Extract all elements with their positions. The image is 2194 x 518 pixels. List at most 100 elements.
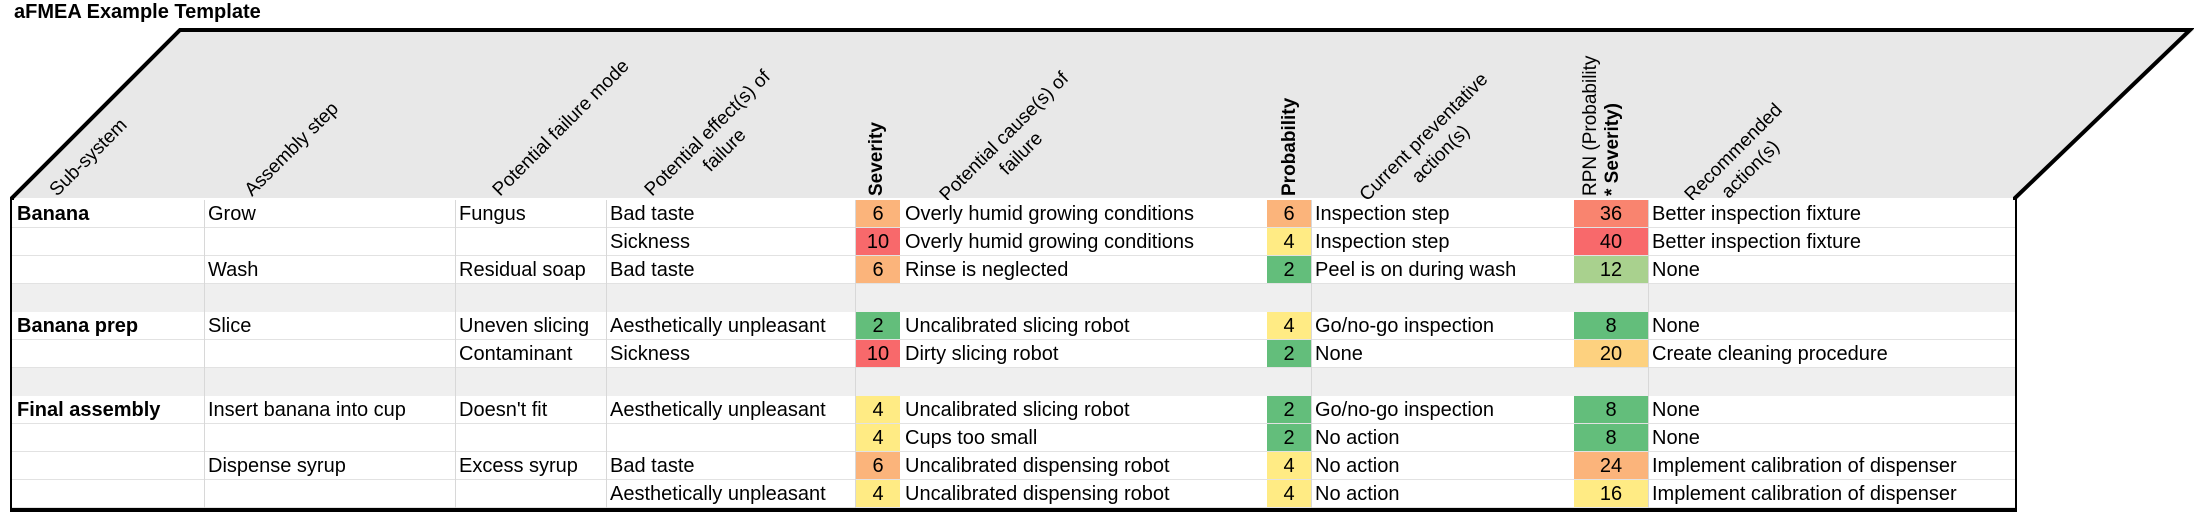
cell-assembly-step: Insert banana into cup (208, 399, 406, 421)
cell-failure-mode: Fungus (459, 203, 526, 225)
table-row (12, 480, 2015, 508)
page-title: aFMEA Example Template (14, 1, 261, 23)
cell-effect: Aesthetically unpleasant (610, 483, 826, 505)
cell-preventative: Inspection step (1315, 203, 1450, 225)
cell-recommended: None (1652, 259, 1700, 281)
cell-preventative: No action (1315, 483, 1400, 505)
cell-assembly-step: Grow (208, 203, 256, 225)
cell-assembly-step: Wash (208, 259, 259, 281)
column-divider (606, 200, 607, 508)
cell-cause: Overly humid growing conditions (905, 203, 1195, 225)
cell-failure-mode: Excess syrup (459, 455, 578, 477)
row-divider (12, 507, 2015, 508)
cell-sub-system (14, 340, 204, 368)
cell-severity: 10 (856, 340, 900, 368)
cell-cause: Overly humid growing conditions (905, 231, 1195, 253)
cell-recommended: None (1652, 399, 1700, 421)
row-divider (12, 227, 2015, 228)
cell-cause: Uncalibrated slicing robot (905, 399, 1130, 421)
cell-probability: 4 (1267, 228, 1311, 256)
cell-cause: Uncalibrated dispensing robot (905, 483, 1170, 505)
cell-cause: Uncalibrated dispensing robot (905, 455, 1170, 477)
cell-preventative: No action (1315, 455, 1400, 477)
cell-severity: 4 (856, 480, 900, 508)
row-divider (12, 367, 2015, 368)
cell-recommended: Create cleaning procedure (1652, 343, 1888, 365)
cell-severity: 4 (856, 396, 900, 424)
table-row (12, 340, 2015, 368)
table-row (12, 424, 2015, 452)
cell-cause: Dirty slicing robot (905, 343, 1059, 365)
cell-sub-system (14, 256, 204, 284)
table-row (12, 256, 2015, 284)
cell-preventative: Go/no-go inspection (1315, 399, 1495, 421)
cell-severity: 4 (856, 424, 900, 452)
cell-preventative: Inspection step (1315, 231, 1450, 253)
table-row (12, 396, 2015, 424)
cell-sub-system: Banana prep (17, 315, 139, 337)
cell-assembly-step: Dispense syrup (208, 455, 346, 477)
cell-severity: 2 (856, 312, 900, 340)
cell-sub-system: Banana (17, 203, 90, 225)
header-probability: Probability (1279, 97, 1300, 196)
cell-failure-mode: Contaminant (459, 343, 573, 365)
table-row (12, 200, 2015, 228)
cell-recommended: None (1652, 315, 1700, 337)
header-rpn: RPN (Probability * Severity) (1580, 55, 1623, 196)
cell-rpn: 12 (1574, 256, 1648, 284)
cell-effect: Bad taste (610, 455, 695, 477)
column-divider (1648, 200, 1649, 508)
cell-effect: Sickness (610, 343, 691, 365)
cell-severity: 6 (856, 256, 900, 284)
cell-rpn: 20 (1574, 340, 1648, 368)
cell-sub-system (14, 228, 204, 256)
cell-rpn: 8 (1574, 312, 1648, 340)
cell-rpn: 8 (1574, 424, 1648, 452)
cell-sub-system (14, 480, 204, 508)
row-divider (12, 479, 2015, 480)
cell-probability: 2 (1267, 340, 1311, 368)
cell-probability: 4 (1267, 480, 1311, 508)
cell-recommended: Better inspection fixture (1652, 203, 1861, 225)
cell-rpn: 40 (1574, 228, 1648, 256)
cell-effect: Bad taste (610, 203, 695, 225)
cell-assembly-step (205, 228, 455, 256)
cell-rpn: 16 (1574, 480, 1648, 508)
table-row (12, 312, 2015, 340)
cell-recommended: None (1652, 427, 1700, 449)
cell-assembly-step (205, 480, 455, 508)
cell-probability: 2 (1267, 424, 1311, 452)
cell-probability: 6 (1267, 200, 1311, 228)
cell-failure-mode (456, 480, 606, 508)
cell-failure-mode (456, 424, 606, 452)
cell-rpn: 24 (1574, 452, 1648, 480)
row-divider (12, 339, 2015, 340)
cell-effect: Sickness (610, 231, 691, 253)
row-divider (12, 423, 2015, 424)
cell-rpn: 8 (1574, 396, 1648, 424)
cell-preventative: Peel is on during wash (1315, 259, 1517, 281)
column-divider (855, 200, 856, 508)
cell-failure-mode: Doesn't fit (459, 399, 548, 421)
cell-cause: Uncalibrated slicing robot (905, 315, 1130, 337)
column-divider (204, 200, 205, 508)
cell-sub-system (14, 452, 204, 480)
cell-effect (607, 424, 857, 452)
cell-probability: 2 (1267, 256, 1311, 284)
header-severity: Severity (866, 122, 887, 196)
cell-probability: 4 (1267, 452, 1311, 480)
cell-cause: Cups too small (905, 427, 1038, 449)
row-divider (12, 283, 2015, 284)
cell-severity: 10 (856, 228, 900, 256)
cell-sub-system: Final assembly (17, 399, 161, 421)
cell-severity: 6 (856, 200, 900, 228)
cell-recommended: Implement calibration of dispenser (1652, 483, 1957, 505)
cell-preventative: Go/no-go inspection (1315, 315, 1495, 337)
cell-preventative: None (1315, 343, 1363, 365)
cell-failure-mode: Uneven slicing (459, 315, 590, 337)
cell-rpn: 36 (1574, 200, 1648, 228)
cell-assembly-step: Slice (208, 315, 252, 337)
table-row (12, 228, 2015, 256)
column-divider (455, 200, 456, 508)
